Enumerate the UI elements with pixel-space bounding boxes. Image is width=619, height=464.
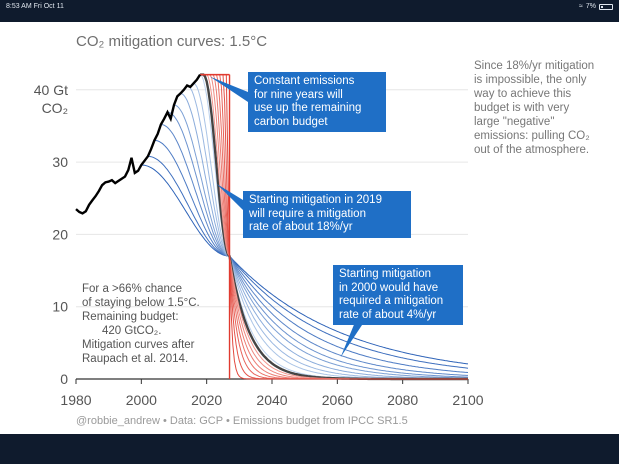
y-tick-label: 0 xyxy=(60,371,68,387)
mitigation-curve xyxy=(141,164,469,365)
bottom-bar xyxy=(0,434,619,464)
status-time: 8:53 AM Fri Oct 11 xyxy=(6,3,64,10)
budget-line: Mitigation curves after xyxy=(82,339,195,351)
y-axis-label: 40 Gt xyxy=(34,82,68,98)
x-tick-label: 1980 xyxy=(60,392,91,408)
status-bar: 8:53 AM Fri Oct 11 ≈ 7% xyxy=(0,0,619,22)
mitigation-curve xyxy=(200,74,468,380)
annotation-line: Constant emissions xyxy=(254,75,355,87)
side-note-line: is impossible, the only xyxy=(474,74,587,86)
side-note-line: out of the atmosphere. xyxy=(474,144,590,156)
y-tick-label: 10 xyxy=(52,299,68,315)
annotation-line: carbon budget xyxy=(254,115,328,128)
battery-percent: 7% xyxy=(585,3,596,10)
budget-line: 420 GtCO₂. xyxy=(102,325,162,337)
side-note: Since 18%/yr mitigation is impossible, t… xyxy=(474,59,616,157)
side-note-line: large "negative" xyxy=(474,116,555,128)
chart-title: CO₂ mitigation curves: 1.5°C xyxy=(76,33,268,50)
annotation-line: required a mitigation xyxy=(339,295,444,307)
mitigation-curve xyxy=(160,124,468,376)
annotation-line: rate of about 4%/yr xyxy=(339,308,437,321)
x-tick-label: 2020 xyxy=(191,392,222,408)
chart-footer: @robbie_andrew • Data: GCP • Emissions b… xyxy=(76,415,408,427)
side-note-line: budget is with very xyxy=(474,102,570,114)
battery-icon xyxy=(599,3,613,10)
mitigation-curve xyxy=(173,104,468,379)
annotation-2019: Starting mitigation in 2019 will require… xyxy=(243,191,411,238)
budget-line: Remaining budget: xyxy=(82,311,179,323)
status-right: ≈ 7% xyxy=(579,3,613,10)
budget-note: For a >66% chance of staying below 1.5°C… xyxy=(82,282,242,366)
mitigation-curve xyxy=(154,139,469,373)
side-note-line: emissions: pulling CO₂ xyxy=(474,130,590,142)
budget-line: For a >66% chance xyxy=(82,283,183,295)
annotation-pointer xyxy=(216,183,243,210)
y-axis-label: CO₂ xyxy=(42,100,68,116)
annotation-pointer xyxy=(340,310,372,358)
annotation-line: Starting mitigation in 2019 xyxy=(249,194,382,206)
annotation-constant-emissions: Constant emissions for nine years will u… xyxy=(248,72,386,132)
x-tick-label: 2060 xyxy=(322,392,353,408)
annotation-2000: Starting mitigation in 2000 would have r… xyxy=(333,265,463,325)
annotation-line: rate of about 18%/yr xyxy=(249,221,353,233)
side-note-line: way to achieve this xyxy=(474,88,572,100)
x-tick-label: 2000 xyxy=(126,392,157,408)
annotation-line: Starting mitigation xyxy=(339,268,432,280)
mitigation-curve xyxy=(147,155,469,369)
x-tick-label: 2080 xyxy=(387,392,418,408)
annotation-pointer xyxy=(209,76,248,102)
wifi-icon: ≈ xyxy=(579,3,583,10)
historical-emissions-line xyxy=(75,73,202,215)
chart-panel: 1980 2000 2020 2040 2060 2080 2100 0 10 20 30 40 Gt… xyxy=(0,22,619,434)
annotation-line: in 2000 would have xyxy=(339,281,439,294)
annotation-line: for nine years will xyxy=(254,88,343,101)
budget-line: of staying below 1.5°C. xyxy=(82,297,200,309)
y-tick-label: 20 xyxy=(52,226,68,242)
y-tick-label: 30 xyxy=(52,154,68,170)
annotation-line: will require a mitigation xyxy=(249,207,366,220)
budget-line: Raupach et al. 2014. xyxy=(82,353,189,365)
annotation-line: use up the remaining xyxy=(254,102,362,114)
x-tick-label: 2100 xyxy=(452,392,483,408)
mitigation-curve xyxy=(167,111,469,378)
x-tick-label: 2040 xyxy=(256,392,287,408)
mitigation-chart: 1980 2000 2020 2040 2060 2080 2100 0 10 20 30 40 Gt… xyxy=(34,73,484,408)
side-note-line: Since 18%/yr mitigation xyxy=(474,60,595,72)
